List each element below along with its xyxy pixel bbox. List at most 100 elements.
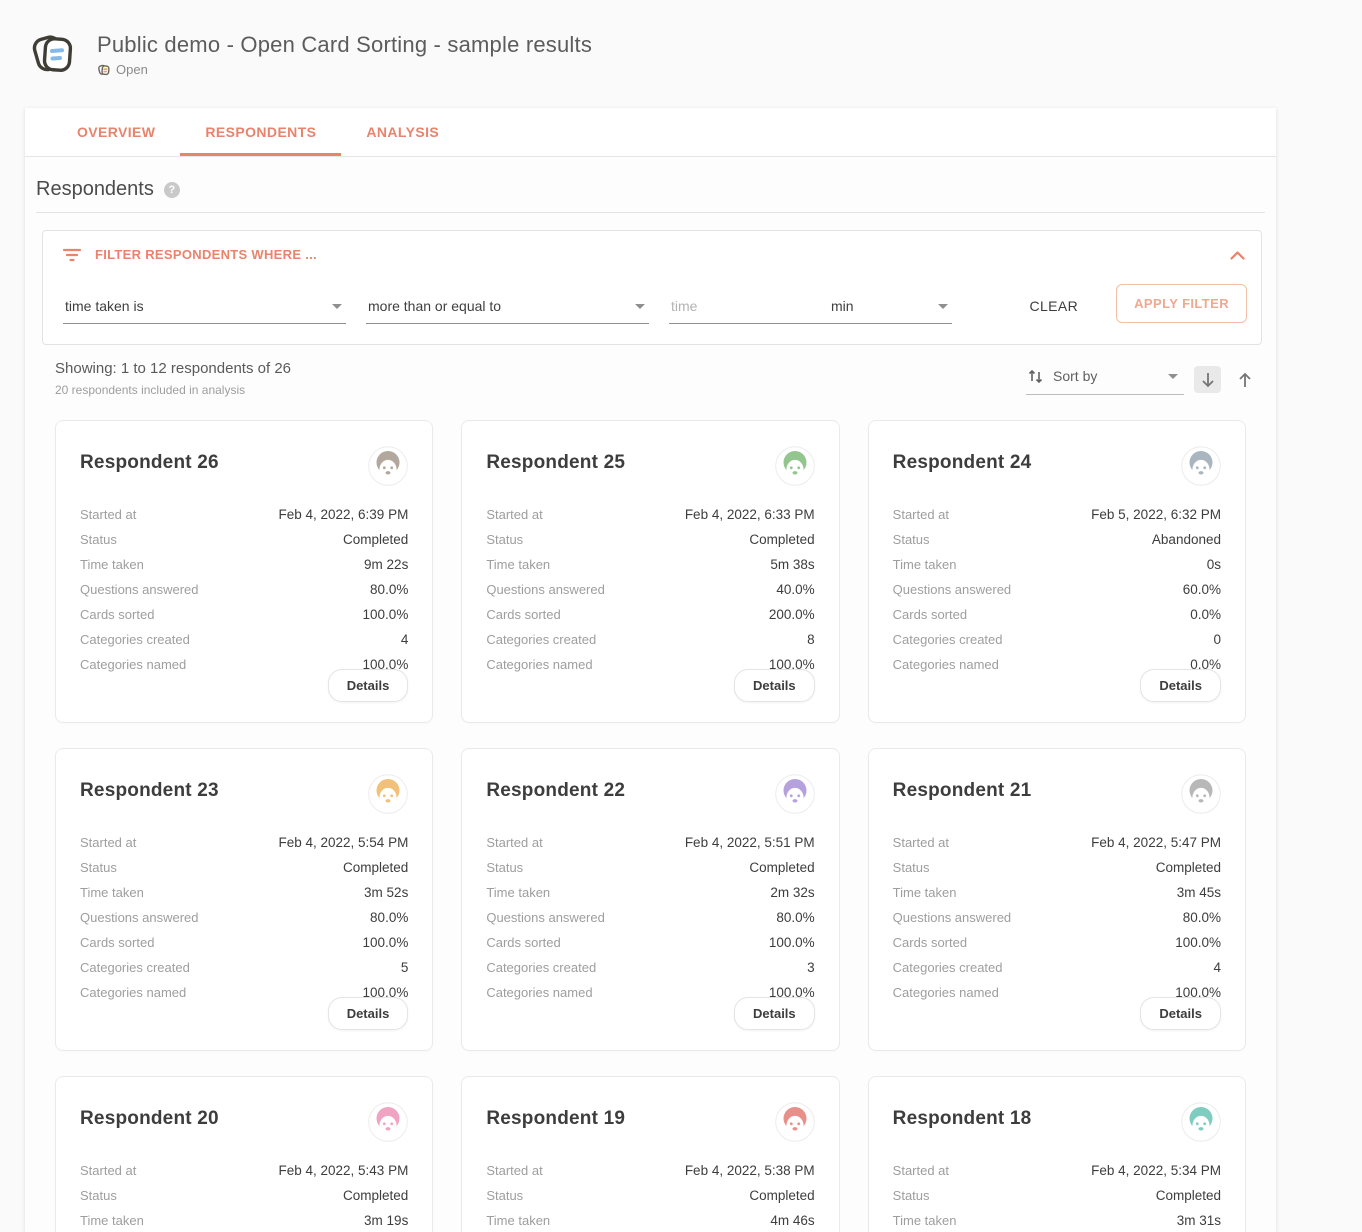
sort-by-label: Sort by [1053,368,1098,384]
stat-label: Status [892,1188,930,1203]
details-button[interactable]: Details [1140,669,1221,702]
stat-label: Cards sorted [486,607,561,622]
tab-overview[interactable]: OVERVIEW [77,124,156,140]
stat-label: Time taken [892,1213,957,1228]
respondent-card: Respondent 22 Started [461,748,840,1051]
chevron-up-icon [1230,251,1245,260]
arrow-down-icon [1201,372,1214,387]
respondent-card: Respondent 20 Started [55,1076,434,1232]
stat-row: Cards sorted 100.0% [486,935,814,950]
stat-value: 0.0% [1190,607,1221,622]
stat-row: Categories named 100.0% [80,985,408,1000]
stat-row: Cards sorted 100.0% [893,935,1221,950]
avatar [368,774,409,814]
details-button[interactable]: Details [327,997,409,1030]
stat-value: 100.0% [362,985,409,1000]
tab-respondents[interactable]: RESPONDENTS [180,108,342,156]
divider [36,212,1265,213]
sort-ascending-button[interactable] [1231,366,1258,393]
avatar [368,446,409,486]
stat-label: Status [80,1188,117,1203]
stat-label: Cards sorted [80,607,155,622]
chevron-down-icon [1168,373,1178,379]
stat-label: Categories named [892,657,999,672]
stat-row: Cards sorted 200.0% [486,607,814,622]
apply-filter-button[interactable]: APPLY FILTER [1116,284,1247,323]
details-button[interactable]: Details [327,669,409,702]
stat-label: Status [892,532,930,547]
stat-value: 80.0% [1182,910,1221,925]
stat-value: Completed [1155,860,1221,875]
respondent-card: Respondent 25 Started [461,420,840,723]
stat-row: Status Completed [80,532,408,547]
sort-icon [1028,369,1043,384]
details-button[interactable]: Details [734,997,815,1030]
stat-row: Categories named 100.0% [486,985,814,1000]
tab-analysis[interactable]: ANALYSIS [366,124,440,140]
stat-value: Completed [749,1188,815,1203]
study-type-badge: Open [116,62,148,77]
filter-unit-select[interactable]: min [791,298,948,314]
stat-value: 100.0% [1175,985,1221,1000]
stat-label: Time taken [486,1213,551,1228]
stat-label: Categories created [80,960,190,975]
stat-row: Status Completed [486,1188,814,1203]
avatar-icon [1181,1102,1221,1142]
stat-row: Time taken 0s [893,557,1221,572]
stat-value: 3m 31s [1176,1213,1221,1228]
stat-value: Completed [343,860,409,875]
stat-label: Status [892,860,930,875]
stat-value: Feb 4, 2022, 5:38 PM [684,1163,815,1178]
filter-operator-select[interactable]: more than or equal to [366,292,649,324]
stat-label: Time taken [80,885,144,900]
chevron-down-icon [635,303,645,309]
stat-label: Categories named [892,985,999,1000]
stat-value: Feb 4, 2022, 5:47 PM [1091,835,1221,850]
stat-label: Time taken [486,885,551,900]
stat-label: Cards sorted [892,607,968,622]
details-button[interactable]: Details [1140,997,1221,1030]
stat-value: 2m 32s [770,885,815,900]
filter-field-select[interactable]: time taken is [63,292,346,324]
stat-label: Questions answered [80,910,199,925]
stat-value: Completed [343,532,409,547]
stat-label: Questions answered [892,582,1012,597]
stat-row: Questions answered 60.0% [893,582,1221,597]
collapse-filter-button[interactable] [1230,247,1245,265]
sort-by-select[interactable]: Sort by [1026,364,1184,395]
stat-label: Questions answered [486,582,605,597]
avatar-icon [368,446,409,486]
stat-row: Started at Feb 4, 2022, 5:43 PM [80,1163,408,1178]
stat-label: Questions answered [80,582,199,597]
stat-row: Status Completed [80,860,408,875]
stat-value: Feb 4, 2022, 6:33 PM [684,507,815,522]
stat-label: Categories created [892,632,1003,647]
respondent-name: Respondent 18 [892,1108,1032,1129]
stat-row: Questions answered 80.0% [80,582,408,597]
stat-label: Categories created [892,960,1003,975]
stat-row: Started at Feb 4, 2022, 5:54 PM [80,835,408,850]
filter-value-input[interactable] [671,298,791,314]
stat-value: 3m 52s [364,885,409,900]
card-sorting-logo-icon [32,35,73,72]
stat-value: 100.0% [362,657,409,672]
stat-row: Time taken 3m 31s [893,1213,1221,1228]
respondent-name: Respondent 25 [486,452,626,473]
stat-value: Feb 4, 2022, 5:51 PM [684,835,815,850]
respondent-name: Respondent 20 [80,1108,219,1129]
stat-value: 200.0% [768,607,815,622]
avatar [774,1102,815,1142]
stat-row: Categories created 4 [893,960,1221,975]
stat-label: Categories created [486,960,597,975]
page-title: Public demo - Open Card Sorting - sample… [97,32,593,57]
avatar [1181,1102,1221,1142]
stat-row: Categories named 0.0% [893,657,1221,672]
help-icon[interactable]: ? [163,181,180,198]
stat-row: Time taken 5m 38s [486,557,814,572]
stat-label: Started at [892,1163,950,1178]
stat-row: Status Completed [486,860,814,875]
clear-filter-button[interactable]: CLEAR [1029,298,1079,314]
stat-label: Categories named [486,657,593,672]
details-button[interactable]: Details [734,669,815,702]
sort-descending-button[interactable] [1194,366,1221,393]
